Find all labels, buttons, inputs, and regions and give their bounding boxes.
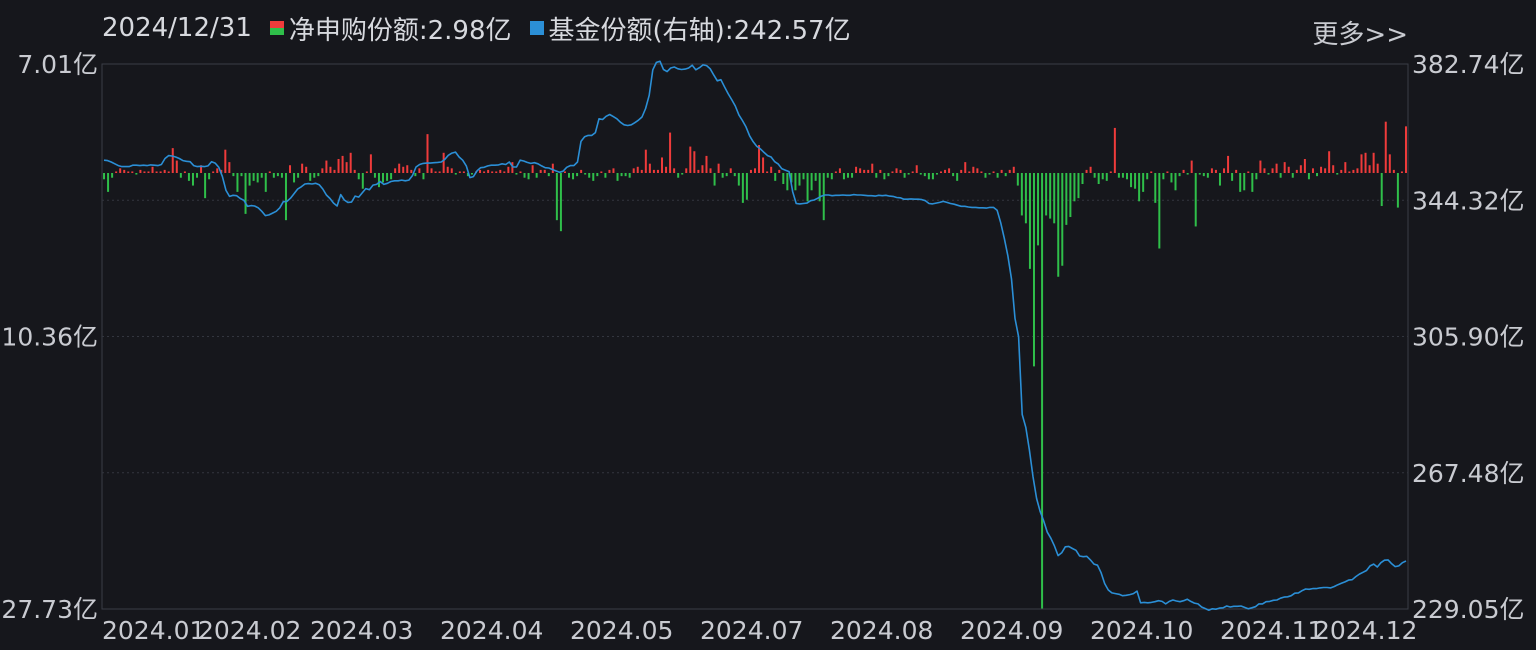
net-subscription-label: 净申购份额: [288,15,428,46]
fund-share-label: 基金份额(右轴): [548,15,734,46]
x-axis-tick: 2024.02 [198,616,301,645]
x-axis-tick: 2024.03 [310,616,413,645]
x-axis-tick: 2024.04 [440,616,543,645]
right-axis-tick: 229.05亿 [1412,595,1524,624]
x-axis-tick: 2024.12 [1314,616,1417,645]
right-axis-tick: 267.48亿 [1412,459,1524,488]
right-axis-tick: 344.32亿 [1412,186,1524,215]
x-axis-tick: 2024.11 [1220,616,1323,645]
chart-legend: 2024/12/31 净申购份额: 2.98亿 基金份额(右轴): 242.57… [102,10,869,46]
fund-share-line [103,60,1407,612]
left-axis-tick: 27.73亿 [1,595,98,624]
left-axis-tick: 7.01亿 [17,50,98,79]
right-axis-tick: 382.74亿 [1412,50,1524,79]
legend-net-subscription: 净申购份额: 2.98亿 [269,10,512,47]
x-axis-tick: 2024.08 [830,616,933,645]
x-axis-tick: 2024.05 [570,616,673,645]
right-axis-tick: 305.90亿 [1412,323,1524,352]
legend-date: 2024/12/31 [102,13,252,43]
x-axis-tick: 2024.01 [102,616,205,645]
x-axis-tick: 2024.09 [960,616,1063,645]
net-subscription-value: 2.98亿 [427,15,512,46]
x-axis-tick: 2024.07 [700,616,803,645]
more-link[interactable]: 更多>> [1312,20,1408,50]
x-axis-tick: 2024.10 [1090,616,1193,645]
left-axis-tick: 10.36亿 [1,323,98,352]
fund-share-swatch-icon [529,21,544,35]
legend-fund-share: 基金份额(右轴): 242.57亿 [529,10,851,47]
fund-share-value: 242.57亿 [733,15,851,46]
net-subscription-swatch-icon [269,21,284,35]
